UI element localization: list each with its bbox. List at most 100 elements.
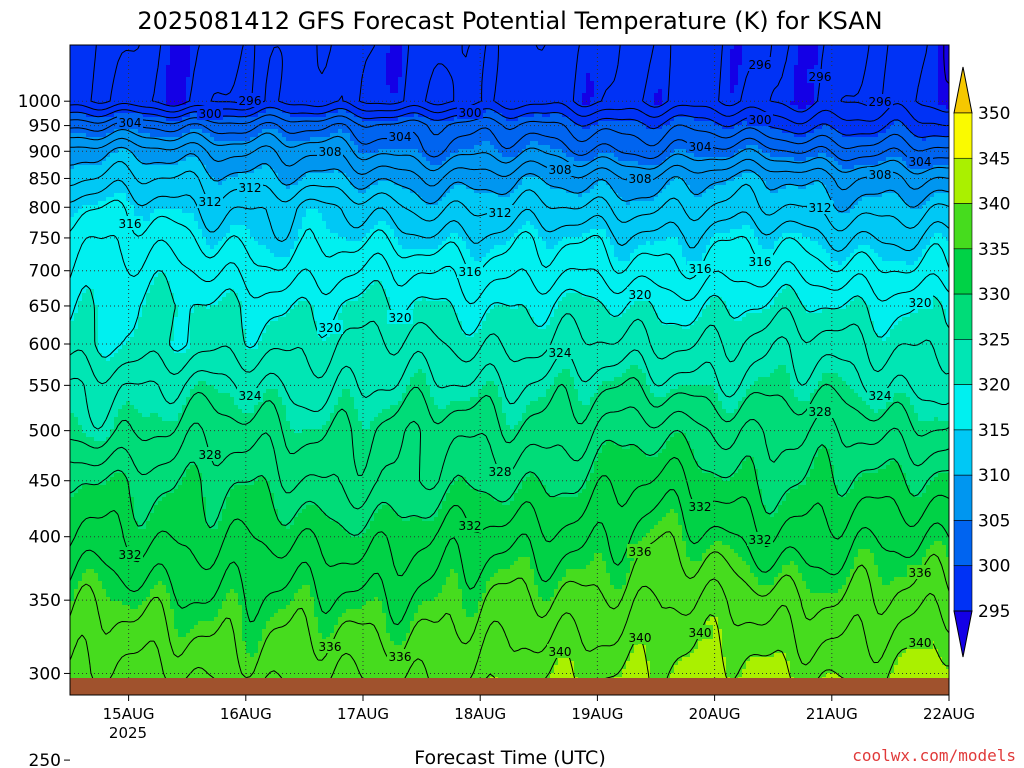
fill-band-cell [798,569,851,574]
fill-band-cell [722,637,949,642]
fill-band-cell [594,297,639,302]
fill-band-cell [830,197,863,202]
fill-band-cell [702,637,723,642]
fill-band-cell [70,337,99,342]
fill-band-cell [826,153,949,158]
fill-band-cell [402,397,435,402]
fill-band-cell [930,241,949,246]
fill-band-cell [186,81,387,86]
fill-band-cell [262,129,279,134]
fill-band-cell [70,625,175,630]
fill-band-cell [626,573,755,578]
fill-band-cell [254,409,287,414]
fill-band-cell [106,437,671,442]
fill-band-cell [142,601,171,606]
fill-band-cell [874,321,899,326]
fill-band-cell [106,357,111,362]
fill-band-cell [738,405,871,410]
fill-band-cell [70,349,99,354]
fill-band-cell [458,313,487,318]
fill-band-cell [914,261,949,266]
fill-band-cell [294,597,315,602]
fill-band-cell [930,297,939,302]
fill-band-cell [166,65,191,70]
fill-band-cell [278,513,299,518]
fill-band-cell [514,425,949,430]
fill-band-cell [870,305,923,310]
fill-band-cell [462,605,479,610]
fill-band-cell [230,589,235,594]
fill-band-cell [734,409,875,414]
fill-band-cell [594,461,699,466]
fill-band-cell [834,477,859,482]
fill-band-cell [334,629,387,634]
fill-band-cell [742,669,791,674]
fill-band-cell [630,365,639,370]
fill-band-cell [70,473,115,478]
fill-band-cell [242,609,279,614]
fill-band-cell [546,325,683,330]
fill-band-cell [454,305,495,310]
fill-band-cell [434,597,463,602]
fill-band-cell [206,513,223,518]
fill-band-cell [846,581,883,586]
fill-band-cell [382,281,949,286]
fill-band-cell [778,509,949,514]
fill-band-cell [70,493,75,498]
fill-band-cell [366,601,383,606]
fill-band-cell [70,73,167,78]
fill-band-cell [922,249,949,254]
fill-band-cell [678,385,715,390]
fill-band-cell [266,625,319,630]
fill-band-cell [802,233,935,238]
fill-band-cell [934,233,943,238]
fill-band-cell [882,337,887,342]
contour-label: 308 [549,163,572,177]
fill-band-cell [670,677,731,678]
fill-band-cell [710,301,727,306]
fill-band-cell [70,509,135,514]
fill-band-cell [706,621,719,626]
fill-band-cell [462,601,479,606]
fill-band-cell [690,441,949,446]
fill-band-cell [150,285,171,290]
fill-band-cell [350,181,379,186]
fill-band-cell [650,661,679,666]
filled-contours [70,45,949,678]
fill-band-cell [110,477,127,482]
fill-band-cell [142,113,191,118]
fill-band-cell [906,477,935,482]
fill-band-cell [138,325,175,330]
contour-label-bg [807,200,833,214]
fill-band-cell [758,577,775,582]
fill-band-cell [818,385,851,390]
credit-link[interactable]: coolwx.com/models [852,746,1016,765]
fill-band-cell [454,481,467,486]
fill-band-cell [98,317,139,322]
fill-band-cell [806,585,843,590]
fill-band-cell [370,425,511,430]
fill-band-cell [222,297,239,302]
fill-band-cell [794,65,815,70]
fill-band-cell [706,549,735,554]
fill-band-cell [814,73,939,78]
fill-band-cell [774,297,799,302]
fill-band-cell [342,305,391,310]
fill-band-cell [326,513,375,518]
fill-band-cell [174,621,199,626]
fill-band-cell [422,369,563,374]
fill-band-cell [818,53,939,58]
contour-label-bg [807,69,833,83]
contour-label-bg [627,630,653,644]
fill-band-cell [438,513,667,518]
fill-band-cell [278,393,343,398]
fill-band-cell [742,673,791,678]
fill-band-cell [578,493,763,498]
fill-band-cell [650,301,711,306]
fill-band-cell [98,309,143,314]
fill-band-cell [610,241,647,246]
fill-band-cell [70,377,411,382]
fill-band-cell [386,293,567,298]
fill-band-cell [106,197,127,202]
fill-band-cell [598,457,695,462]
